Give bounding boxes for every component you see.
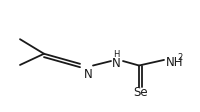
Text: N: N <box>84 68 92 81</box>
Text: 2: 2 <box>178 53 183 62</box>
Text: NH: NH <box>166 56 184 69</box>
Text: H: H <box>114 50 120 59</box>
Text: Se: Se <box>133 86 148 99</box>
Text: N: N <box>112 57 120 70</box>
